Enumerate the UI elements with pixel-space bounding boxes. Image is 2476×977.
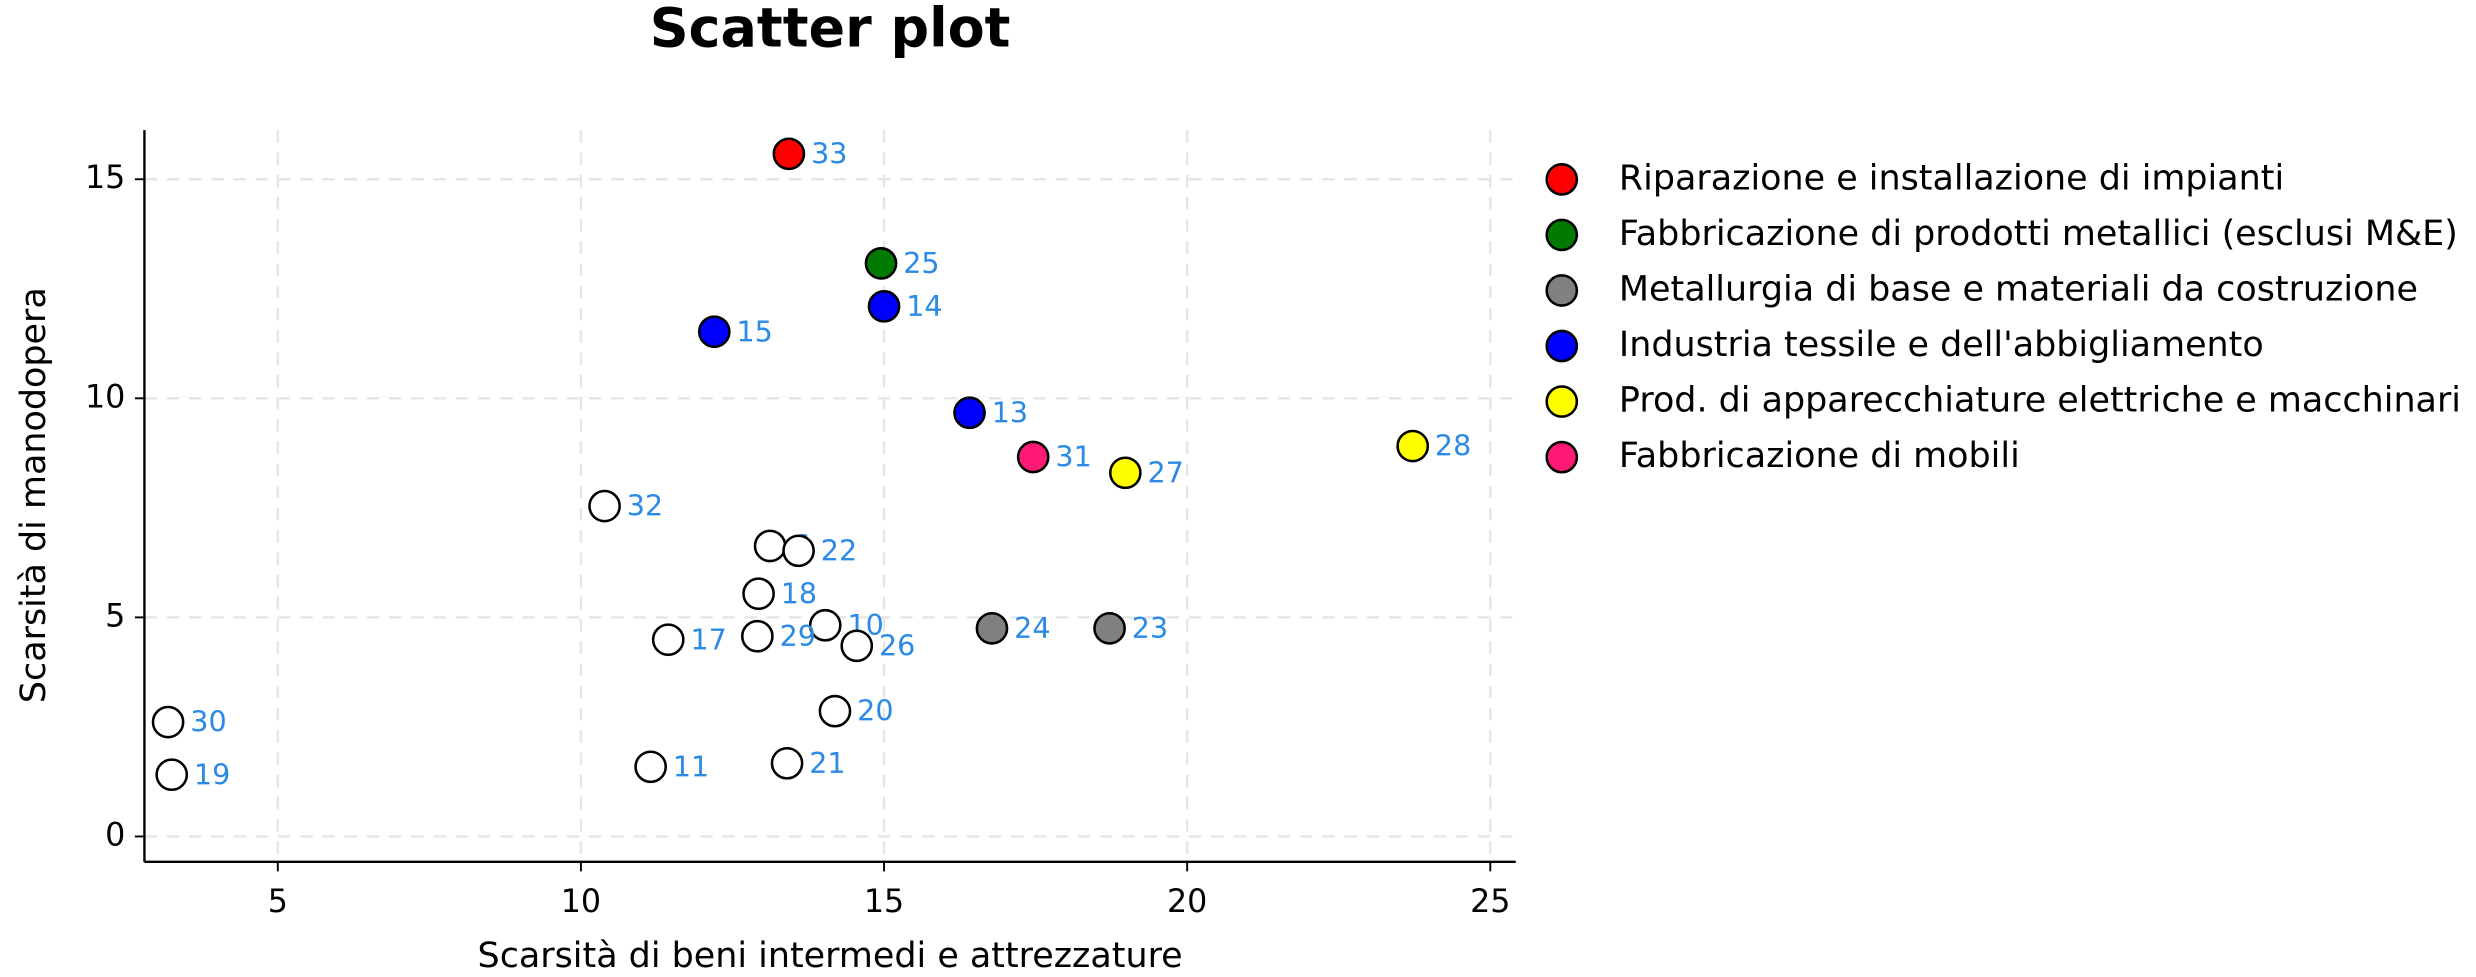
point [840,629,874,663]
point-label: 23 [1132,611,1168,645]
y-tick-label: 15 [85,160,125,196]
point-label: 24 [1014,611,1050,645]
point-label: 18 [781,576,817,610]
point [151,705,185,739]
point-label: 29 [780,619,816,653]
point-label: 26 [879,628,915,662]
x-tick-label: 5 [268,884,288,920]
point-label: 17 [690,622,726,656]
legend-label: Prod. di apparecchiature elettriche e ma… [1619,381,2461,421]
point-label: 28 [1435,429,1471,463]
point-label: 31 [1055,440,1091,474]
legend-marker [1545,385,1579,418]
point-label: 21 [809,746,845,780]
y-tick-label: 5 [105,598,125,634]
point [753,529,787,563]
point [818,694,852,728]
x-axis-label: Scarsità di beni intermedi e attrezzatur… [478,936,1183,973]
point-label: 14 [906,289,942,323]
point-label: 27 [1148,455,1184,489]
x-tick-label: 10 [561,884,601,920]
point [740,619,774,653]
point-label: 33 [811,136,847,170]
point [864,247,898,280]
point [953,396,986,430]
legend-label: Fabbricazione di mobili [1619,436,2020,476]
x-tick-label: 20 [1167,884,1207,920]
point [651,623,685,657]
point [975,611,1009,645]
y-axis-label: Scarsità di manodopera [14,287,54,703]
point-label: 19 [194,757,230,791]
point [770,746,804,780]
point [1093,611,1126,645]
point [697,315,731,349]
point-label: 22 [821,533,857,567]
legend-label: Fabbricazione di prodotti metallici (esc… [1619,214,2458,254]
point-label: 20 [857,694,893,728]
x-tick-label: 25 [1470,884,1510,920]
point [782,534,815,568]
point-label: 13 [992,395,1028,429]
point-label: 11 [673,749,709,783]
legend-label: Industria tessile e dell'abbigliamento [1619,325,2264,365]
legend-marker [1545,163,1579,196]
chart-title: Scatter plot [650,0,1011,59]
y-tick-label: 10 [85,379,125,415]
point-label: 15 [737,314,773,348]
point [155,758,189,792]
point [867,289,901,323]
point [1016,440,1050,474]
point [742,577,775,611]
legend-marker [1545,274,1579,307]
point-label: 30 [190,705,226,739]
y-tick-label: 0 [105,817,125,853]
point-label: 32 [627,489,663,523]
legend-marker [1545,218,1579,252]
point [808,608,842,642]
point [588,489,621,523]
legend-marker [1545,440,1579,474]
point [1108,456,1142,490]
legend-label: Metallurgia di base e materiali da costr… [1619,269,2418,309]
x-tick-label: 15 [864,884,904,920]
point [1396,429,1430,463]
legend-label: Riparazione e installazione di impianti [1619,158,2284,198]
legend-marker [1545,329,1579,363]
point-label: 25 [903,246,939,280]
point [634,750,667,784]
point [772,137,806,171]
